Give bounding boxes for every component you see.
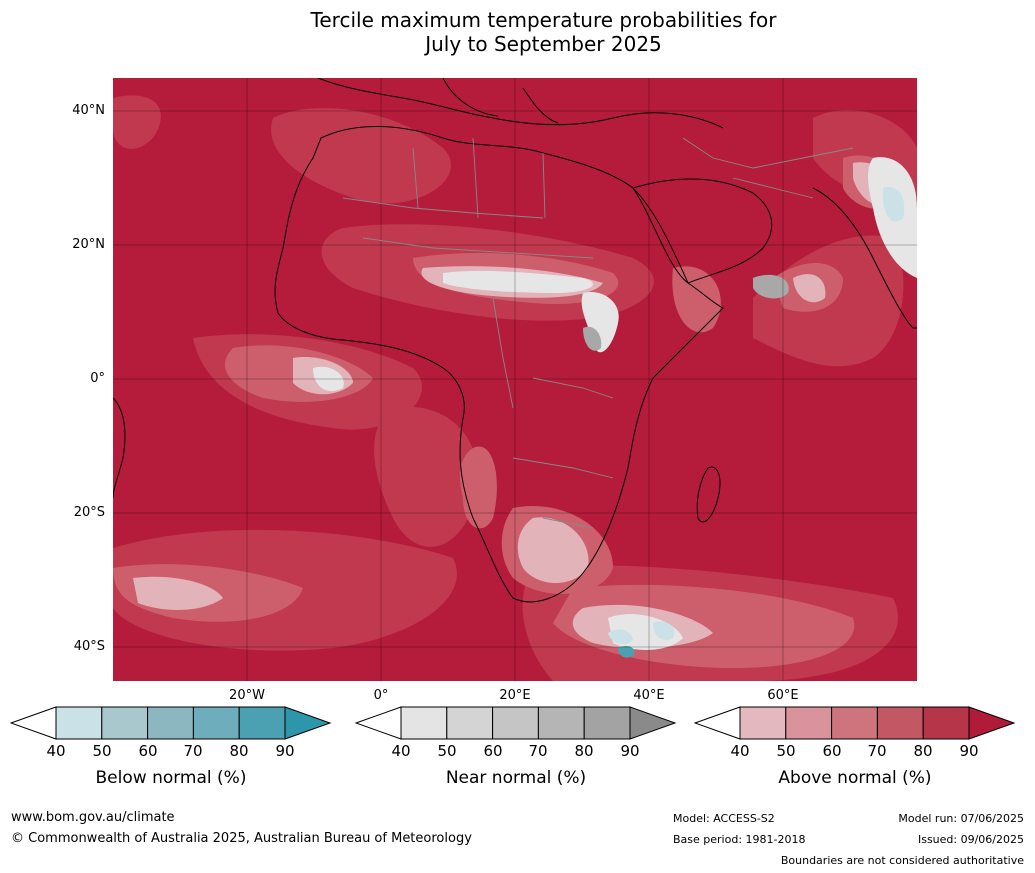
colorbar-cell xyxy=(101,706,149,740)
colorbar-cell xyxy=(922,706,970,740)
below-normal-colorbar xyxy=(10,706,332,740)
near-normal-label: Near normal (%) xyxy=(445,768,587,788)
colorbar-cell xyxy=(446,706,494,740)
lon-label-20e: 20°E xyxy=(499,688,531,703)
colorbar-cell xyxy=(192,706,240,740)
colorbar-cell xyxy=(876,706,924,740)
above-normal-colorbar-svg xyxy=(694,706,1016,740)
lat-label-0: 0° xyxy=(90,371,105,386)
copyright-text: © Commonwealth of Australia 2025, Austra… xyxy=(11,831,472,846)
lon-label-0: 0° xyxy=(373,688,389,703)
colorbar-extend-arrow xyxy=(968,706,1016,740)
tick: 80 xyxy=(229,742,249,760)
lon-label-60e: 60°E xyxy=(767,688,799,703)
lon-label-20w: 20°W xyxy=(229,688,265,703)
tick: 60 xyxy=(138,742,158,760)
coastlines xyxy=(113,78,917,603)
chart-title: Tercile maximum temperature probabilitie… xyxy=(0,8,1035,56)
tick: 70 xyxy=(867,742,887,760)
tick: 70 xyxy=(528,742,548,760)
below-normal-colorbar-svg xyxy=(10,706,332,740)
lon-label-40e: 40°E xyxy=(633,688,665,703)
tick: 50 xyxy=(776,742,796,760)
colorbar-cell xyxy=(492,706,539,740)
tick: 60 xyxy=(822,742,842,760)
title-line-2: July to September 2025 xyxy=(425,32,662,56)
colorbar-cell xyxy=(739,706,787,740)
tick: 40 xyxy=(391,742,411,760)
colorbar-cell xyxy=(147,706,194,740)
colorbar-cell xyxy=(55,706,103,740)
model-text: Model: ACCESS-S2 xyxy=(673,812,775,825)
website-link[interactable]: www.bom.gov.au/climate xyxy=(11,810,175,825)
tick: 50 xyxy=(437,742,457,760)
below-normal-high-regions xyxy=(618,645,635,658)
near-normal-colorbar xyxy=(355,706,677,740)
lat-label-20n: 20°N xyxy=(72,237,105,252)
base-period-text: Base period: 1981-2018 xyxy=(673,833,806,846)
tick: 90 xyxy=(620,742,640,760)
probability-map xyxy=(113,78,917,681)
country-borders xyxy=(342,137,854,529)
model-run-text: Model run: 07/06/2025 xyxy=(898,812,1024,825)
colorbar-cell xyxy=(400,706,448,740)
colorbar-cell xyxy=(537,706,585,740)
lat-label-40s: 40°S xyxy=(73,639,105,654)
lat-label-40n: 40°N xyxy=(72,103,105,118)
tick: 90 xyxy=(959,742,979,760)
tick: 90 xyxy=(275,742,295,760)
colorbar-extend-arrow xyxy=(284,706,332,740)
tick: 60 xyxy=(483,742,503,760)
colorbar-extend-arrow xyxy=(629,706,677,740)
map-svg xyxy=(113,78,917,681)
tick: 70 xyxy=(183,742,203,760)
tick: 50 xyxy=(92,742,112,760)
below-normal-label: Below normal (%) xyxy=(95,768,247,788)
graticule xyxy=(113,78,917,681)
tick: 80 xyxy=(913,742,933,760)
colorbar-cell xyxy=(785,706,833,740)
tick: 40 xyxy=(730,742,750,760)
colorbar-cell xyxy=(238,706,286,740)
tick: 40 xyxy=(46,742,66,760)
tick: 80 xyxy=(574,742,594,760)
disclaimer-text: Boundaries are not considered authoritat… xyxy=(780,854,1024,867)
title-line-1: Tercile maximum temperature probabilitie… xyxy=(310,8,777,32)
colorbar-cell xyxy=(831,706,878,740)
near-normal-colorbar-svg xyxy=(355,706,677,740)
near-normal-high-regions xyxy=(583,274,789,351)
above-normal-colorbar xyxy=(694,706,1016,740)
below-normal-regions xyxy=(608,187,905,645)
lat-label-20s: 20°S xyxy=(73,505,105,520)
colorbar-cell xyxy=(583,706,631,740)
issued-text: Issued: 09/06/2025 xyxy=(917,833,1024,846)
above-normal-label: Above normal (%) xyxy=(778,768,932,788)
